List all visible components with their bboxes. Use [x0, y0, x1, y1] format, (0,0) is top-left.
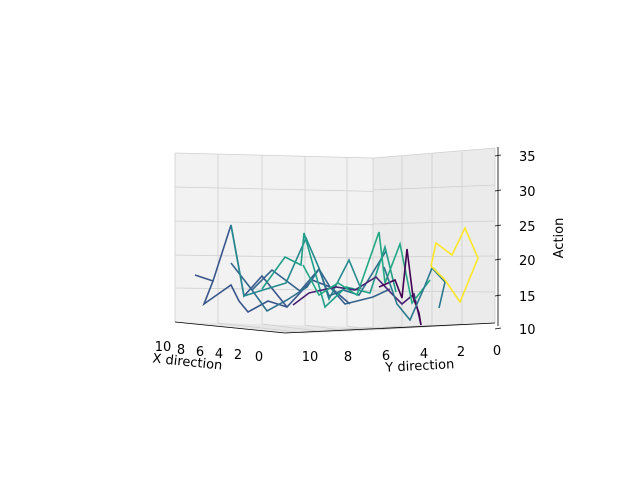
series-line-11: [430, 226, 479, 304]
z-tick-label: 20: [519, 254, 536, 269]
grid-line-z-left: [174, 287, 374, 291]
grid-line-z-right: [372, 220, 496, 225]
z-tick-mark: [494, 327, 502, 330]
z-tick-label: 35: [519, 150, 536, 165]
series-line-9: [378, 248, 422, 326]
series-line-6: [261, 232, 397, 309]
grid-line-z-right: [372, 184, 496, 191]
z-tick-label: 25: [519, 220, 536, 235]
x-tick-label: 2: [234, 348, 242, 363]
y-tick-label: 4: [420, 347, 428, 362]
axis-lines: [174, 147, 499, 334]
data-series: [194, 224, 479, 326]
y-axis-line: [284, 322, 496, 334]
z-tick-label: 15: [519, 290, 536, 305]
x-tick-label: 6: [196, 345, 204, 360]
grid-line-z-right: [372, 255, 496, 258]
y-tick-label: 0: [493, 344, 501, 359]
z-tick-mark: [494, 154, 502, 157]
z-tick-mark: [494, 189, 502, 192]
series-line-7: [292, 275, 422, 326]
pane-floor: [175, 322, 495, 333]
x-tick-label: 0: [255, 350, 263, 365]
grid-line-z-right: [372, 147, 496, 159]
x-tick-label: 4: [215, 347, 223, 362]
grid-line-floor-x: [217, 322, 306, 334]
z-tick-mark: [494, 224, 502, 227]
z-tick-mark: [494, 258, 502, 261]
y-axis-label: Y direction: [384, 357, 455, 376]
z-tick-mark: [494, 294, 502, 297]
grid-line-z-left: [174, 254, 374, 259]
grid-line-z-left: [174, 220, 374, 226]
x-axis-line: [174, 321, 286, 334]
z-tick-label: 10: [519, 323, 536, 338]
series-line-10: [383, 266, 446, 322]
y-tick-label: 6: [382, 349, 390, 364]
grid-line-z-left: [174, 152, 374, 159]
series-line-8: [302, 231, 431, 305]
y-tick-label: 10: [302, 350, 319, 365]
y-tick-label: 8: [344, 350, 352, 365]
series-line-1: [194, 274, 288, 314]
x-tick-label: 10: [155, 340, 172, 355]
z-axis-label: Action: [552, 218, 567, 259]
grid-line-z-left: [174, 186, 374, 192]
x-axis-label: X direction: [152, 351, 223, 373]
axes-panes: [175, 148, 495, 333]
y-tick-label: 2: [457, 345, 465, 360]
pane-back-right: [373, 148, 495, 327]
z-tick-label: 30: [519, 185, 536, 200]
x-tick-label: 8: [177, 343, 185, 358]
